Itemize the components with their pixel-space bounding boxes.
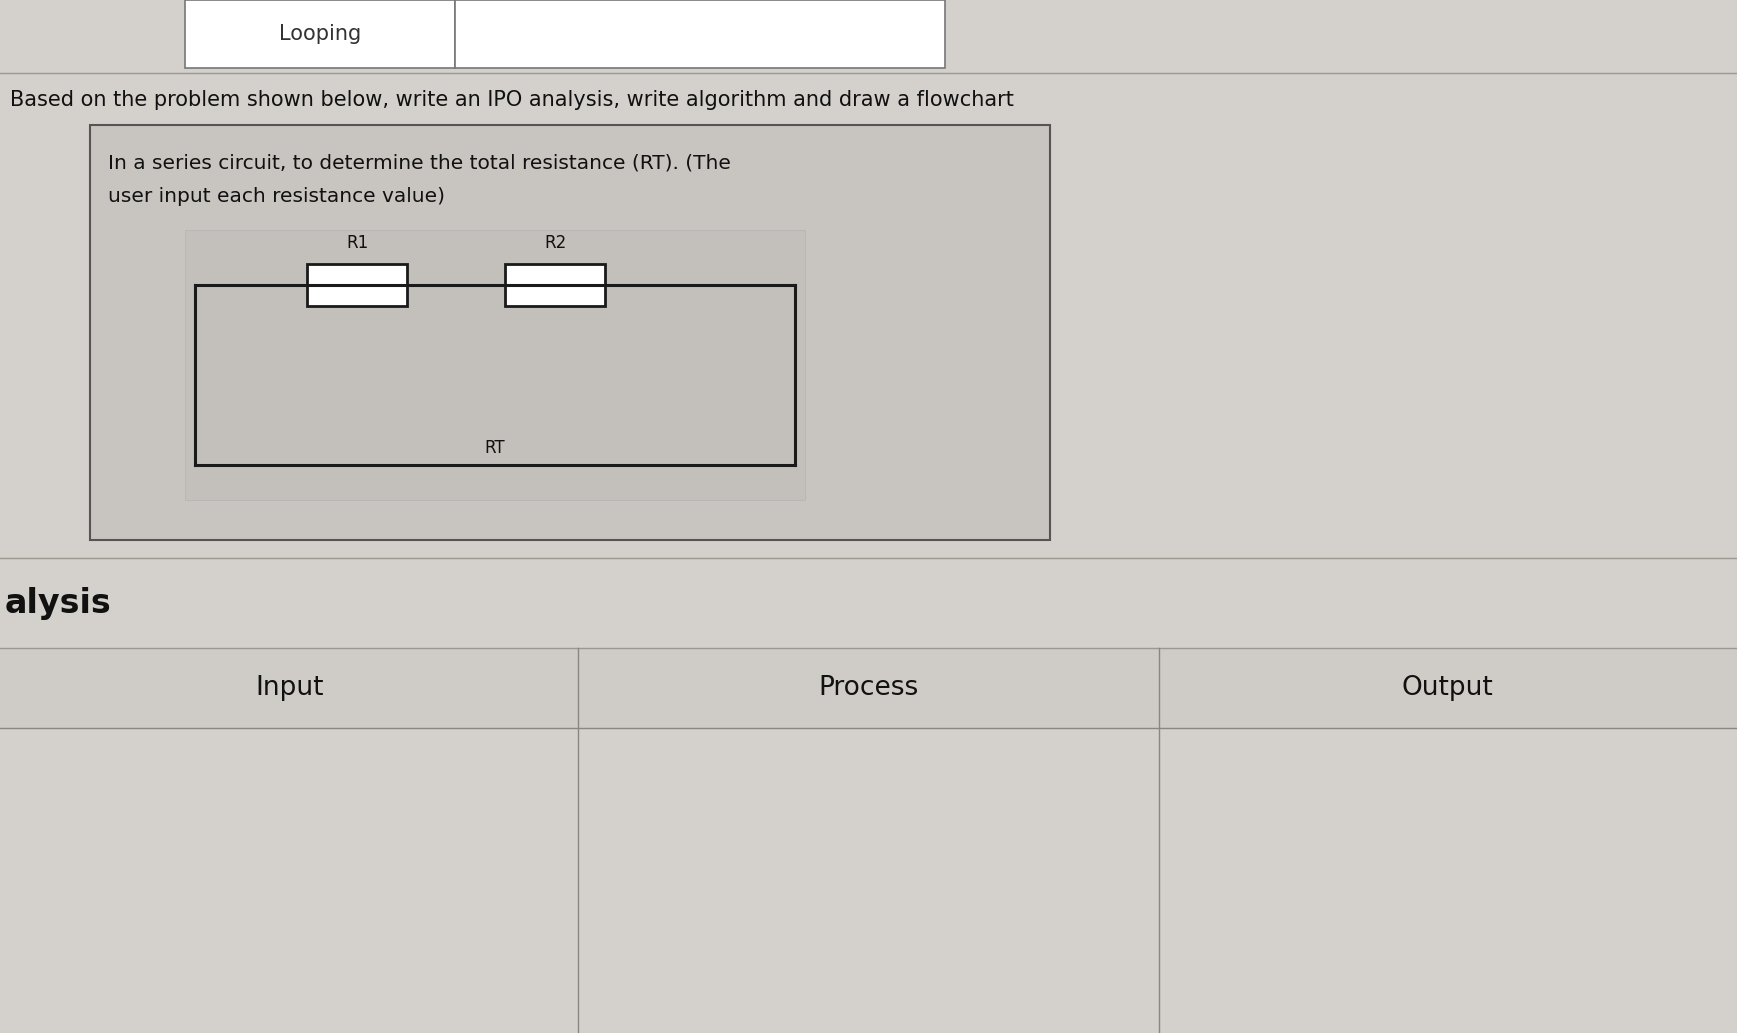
Text: Process: Process — [818, 675, 919, 701]
Bar — [186, 230, 804, 500]
Text: Based on the problem shown below, write an IPO analysis, write algorithm and dra: Based on the problem shown below, write … — [10, 90, 1014, 109]
Bar — [505, 264, 604, 306]
Bar — [455, 0, 945, 68]
Text: In a series circuit, to determine the total resistance (RT). (The: In a series circuit, to determine the to… — [108, 154, 731, 173]
Text: RT: RT — [485, 439, 505, 457]
Bar — [186, 0, 455, 68]
Bar — [0, 648, 1737, 728]
Text: user input each resistance value): user input each resistance value) — [108, 188, 445, 207]
Bar — [90, 125, 1049, 540]
Text: Looping: Looping — [280, 24, 361, 44]
Text: R2: R2 — [544, 234, 566, 252]
Text: R1: R1 — [346, 234, 368, 252]
Text: Output: Output — [1402, 675, 1494, 701]
Text: Input: Input — [255, 675, 323, 701]
Bar — [307, 264, 406, 306]
Text: alysis: alysis — [5, 587, 111, 620]
